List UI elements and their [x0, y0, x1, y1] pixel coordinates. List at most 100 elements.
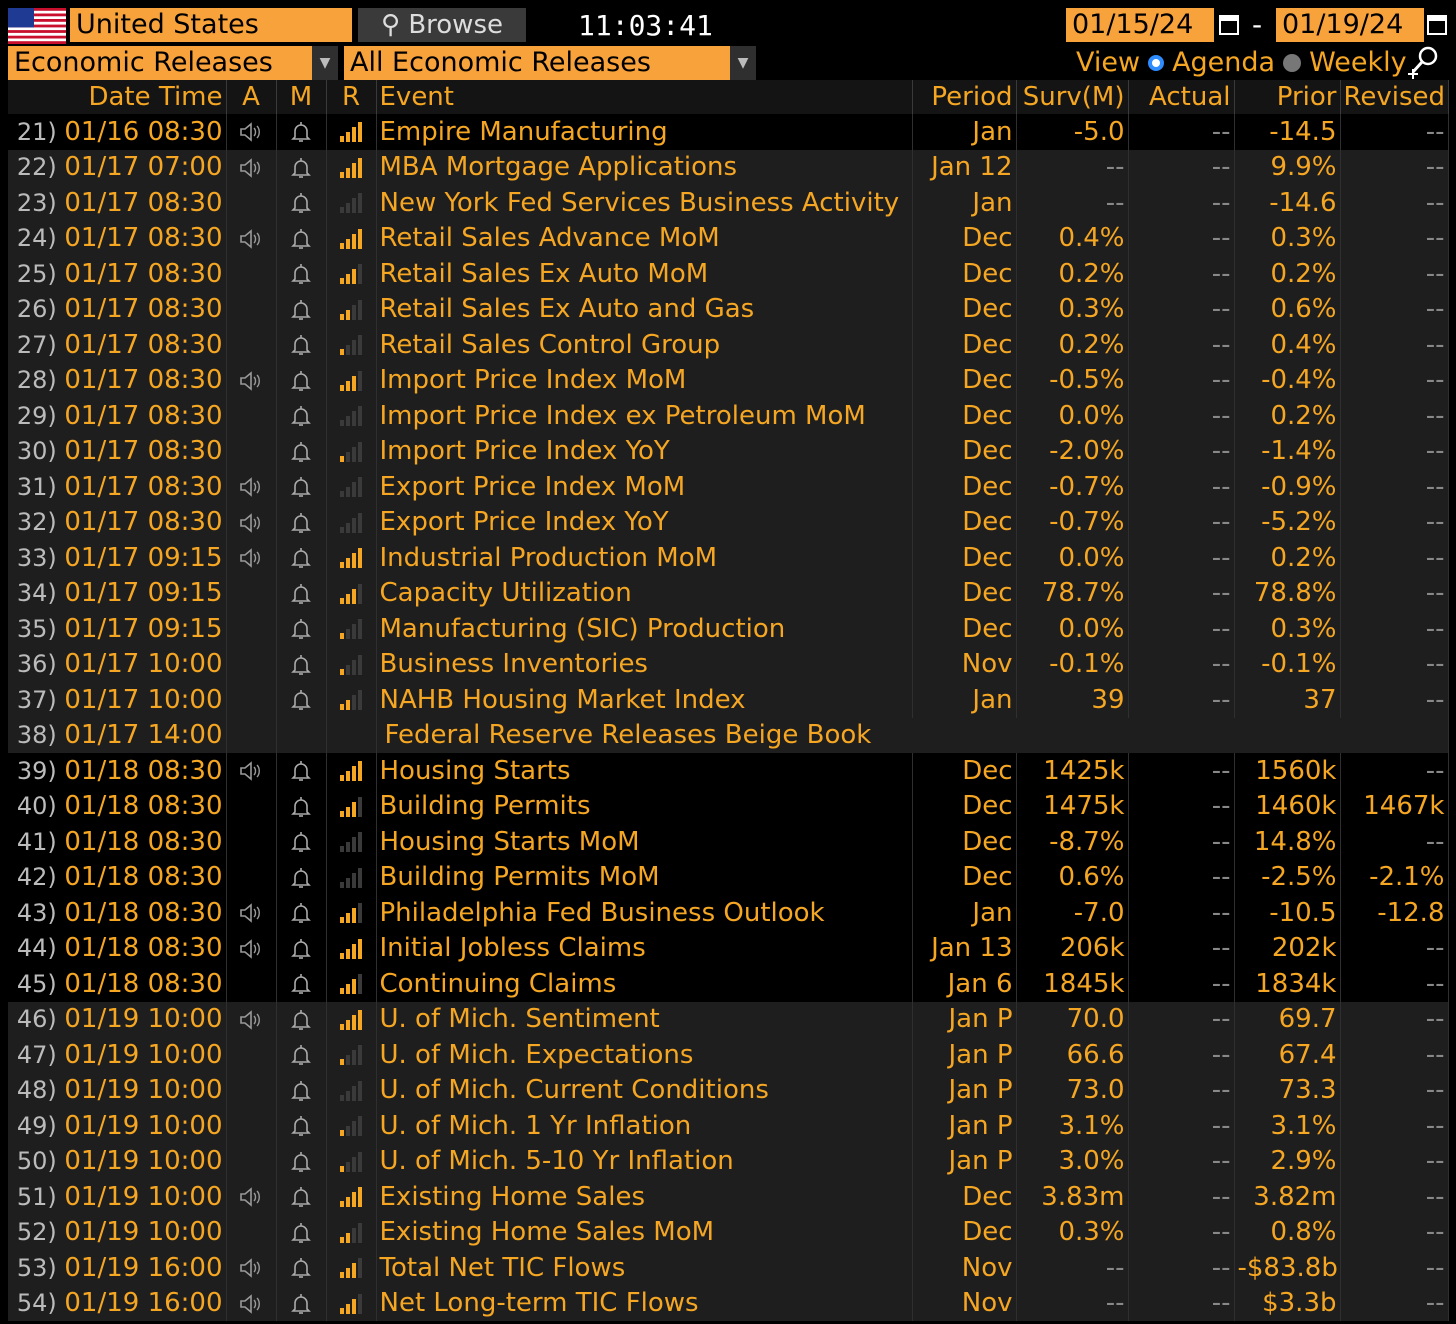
bell-icon[interactable] — [289, 475, 313, 499]
row-number[interactable]: 41) — [16, 827, 65, 856]
bell-icon[interactable] — [289, 1008, 313, 1032]
speaker-icon[interactable] — [239, 122, 263, 142]
speaker-icon[interactable] — [239, 229, 263, 249]
table-row[interactable]: 29) 01/17 08:30 Import Price Index ex Pet… — [8, 398, 1449, 434]
bell-icon[interactable] — [289, 795, 313, 819]
row-number[interactable]: 34) — [16, 579, 65, 608]
row-number[interactable]: 37) — [16, 685, 65, 714]
row-number[interactable]: 53) — [16, 1253, 65, 1282]
calendar-icon[interactable] — [1426, 12, 1448, 36]
row-number[interactable]: 52) — [16, 1218, 65, 1247]
event-name[interactable]: Federal Reserve Releases Beige Book — [376, 717, 1449, 753]
row-number[interactable]: 27) — [16, 330, 65, 359]
bell-icon[interactable] — [289, 156, 313, 180]
table-row[interactable]: 37) 01/17 10:00 NAHB Housing Market Index… — [8, 682, 1449, 718]
start-date-field[interactable]: 01/15/24 — [1066, 8, 1214, 42]
table-row[interactable]: 34) 01/17 09:15 Capacity Utilization Dec 78… — [8, 575, 1449, 611]
event-name[interactable]: Retail Sales Ex Auto and Gas — [376, 291, 913, 327]
event-name[interactable]: Housing Starts — [376, 753, 913, 789]
table-row[interactable]: 51) 01/19 10:00 Existing Home Sales Dec 3.8… — [8, 1179, 1449, 1215]
table-row[interactable]: 46) 01/19 10:00 U. of Mich. Sentiment Jan … — [8, 1001, 1449, 1037]
bell-icon[interactable] — [289, 120, 313, 144]
event-name[interactable]: U. of Mich. Current Conditions — [376, 1072, 913, 1108]
event-name[interactable]: U. of Mich. Sentiment — [376, 1001, 913, 1037]
row-number[interactable]: 26) — [16, 295, 65, 324]
row-number[interactable]: 23) — [16, 188, 65, 217]
table-row[interactable]: 25) 01/17 08:30 Retail Sales Ex Auto MoM D… — [8, 256, 1449, 292]
speaker-icon[interactable] — [239, 477, 263, 497]
view-weekly-label[interactable]: Weekly — [1309, 47, 1407, 78]
row-number[interactable]: 33) — [16, 543, 65, 572]
event-name[interactable]: Existing Home Sales MoM — [376, 1214, 913, 1250]
row-number[interactable]: 24) — [16, 224, 65, 253]
event-name[interactable]: U. of Mich. Expectations — [376, 1037, 913, 1073]
event-name[interactable]: Import Price Index ex Petroleum MoM — [376, 398, 913, 434]
bell-icon[interactable] — [289, 1043, 313, 1067]
col-survey[interactable]: Surv(M) — [1016, 80, 1129, 114]
bell-icon[interactable] — [289, 759, 313, 783]
event-name[interactable]: Existing Home Sales — [376, 1179, 913, 1215]
table-row[interactable]: 22) 01/17 07:00 MBA Mortgage Applications… — [8, 149, 1449, 185]
bell-icon[interactable] — [289, 582, 313, 606]
event-name[interactable]: Philadelphia Fed Business Outlook — [376, 895, 913, 931]
col-actual[interactable]: Actual — [1128, 80, 1235, 114]
table-row[interactable]: 47) 01/19 10:00 U. of Mich. Expectations J… — [8, 1037, 1449, 1073]
row-number[interactable]: 45) — [16, 969, 65, 998]
us-flag-icon[interactable] — [8, 8, 66, 44]
speaker-icon[interactable] — [239, 761, 263, 781]
table-row[interactable]: 33) 01/17 09:15 Industrial Production MoM… — [8, 540, 1449, 576]
table-row[interactable]: 31) 01/17 08:30 Export Price Index MoM Dec… — [8, 469, 1449, 505]
table-row[interactable]: 21) 01/16 08:30 Empire Manufacturing Jan -5… — [8, 114, 1449, 150]
row-number[interactable]: 39) — [16, 756, 65, 785]
bell-icon[interactable] — [289, 511, 313, 535]
table-row[interactable]: 52) 01/19 10:00 Existing Home Sales MoM De… — [8, 1214, 1449, 1250]
event-name[interactable]: New York Fed Services Business Activity — [376, 185, 913, 221]
bell-icon[interactable] — [289, 546, 313, 570]
event-name[interactable]: Housing Starts MoM — [376, 824, 913, 860]
calendar-icon[interactable] — [1218, 12, 1240, 36]
row-number[interactable]: 36) — [16, 650, 65, 679]
speaker-icon[interactable] — [239, 1258, 263, 1278]
bell-icon[interactable] — [289, 866, 313, 890]
event-name[interactable]: Net Long-term TIC Flows — [376, 1285, 913, 1321]
speaker-icon[interactable] — [239, 903, 263, 923]
bell-icon[interactable] — [289, 972, 313, 996]
speaker-icon[interactable] — [239, 513, 263, 533]
row-number[interactable]: 32) — [16, 508, 65, 537]
col-alert[interactable]: A — [226, 80, 277, 114]
table-row[interactable]: 39) 01/18 08:30 Housing Starts Dec 1425k -- 1… — [8, 753, 1449, 789]
bell-icon[interactable] — [289, 191, 313, 215]
chevron-down-icon[interactable]: ▼ — [730, 46, 756, 80]
table-row[interactable]: 48) 01/19 10:00 U. of Mich. Current Condi… — [8, 1072, 1449, 1108]
bell-icon[interactable] — [289, 1185, 313, 1209]
bell-icon[interactable] — [289, 262, 313, 286]
event-name[interactable]: U. of Mich. 1 Yr Inflation — [376, 1108, 913, 1144]
event-name[interactable]: NAHB Housing Market Index — [376, 682, 913, 718]
bell-icon[interactable] — [289, 1150, 313, 1174]
event-name[interactable]: Import Price Index MoM — [376, 362, 913, 398]
col-monitor[interactable]: M — [276, 80, 327, 114]
event-name[interactable]: Building Permits MoM — [376, 859, 913, 895]
table-row[interactable]: 40) 01/18 08:30 Building Permits Dec 1475k -… — [8, 788, 1449, 824]
release-select[interactable]: All Economic Releases — [344, 46, 754, 80]
table-row[interactable]: 23) 01/17 08:30 New York Fed Services Bus… — [8, 185, 1449, 221]
event-name[interactable]: Retail Sales Control Group — [376, 327, 913, 363]
table-row[interactable]: 44) 01/18 08:30 Initial Jobless Claims Jan… — [8, 930, 1449, 966]
table-row[interactable]: 27) 01/17 08:30 Retail Sales Control Grou… — [8, 327, 1449, 363]
row-number[interactable]: 31) — [16, 472, 65, 501]
bell-icon[interactable] — [289, 333, 313, 357]
event-name[interactable]: Business Inventories — [376, 646, 913, 682]
row-number[interactable]: 38) — [16, 721, 65, 750]
bell-icon[interactable] — [289, 404, 313, 428]
table-row[interactable]: 41) 01/18 08:30 Housing Starts MoM Dec -8.7… — [8, 824, 1449, 860]
bell-icon[interactable] — [289, 369, 313, 393]
event-name[interactable]: Retail Sales Ex Auto MoM — [376, 256, 913, 292]
bell-icon[interactable] — [289, 901, 313, 925]
row-number[interactable]: 46) — [16, 1005, 65, 1034]
col-revised[interactable]: Revised — [1340, 80, 1449, 114]
end-date-field[interactable]: 01/19/24 — [1276, 8, 1424, 42]
bell-icon[interactable] — [289, 688, 313, 712]
row-number[interactable]: 54) — [16, 1289, 65, 1318]
event-name[interactable]: U. of Mich. 5-10 Yr Inflation — [376, 1143, 913, 1179]
event-name[interactable]: Continuing Claims — [376, 966, 913, 1002]
